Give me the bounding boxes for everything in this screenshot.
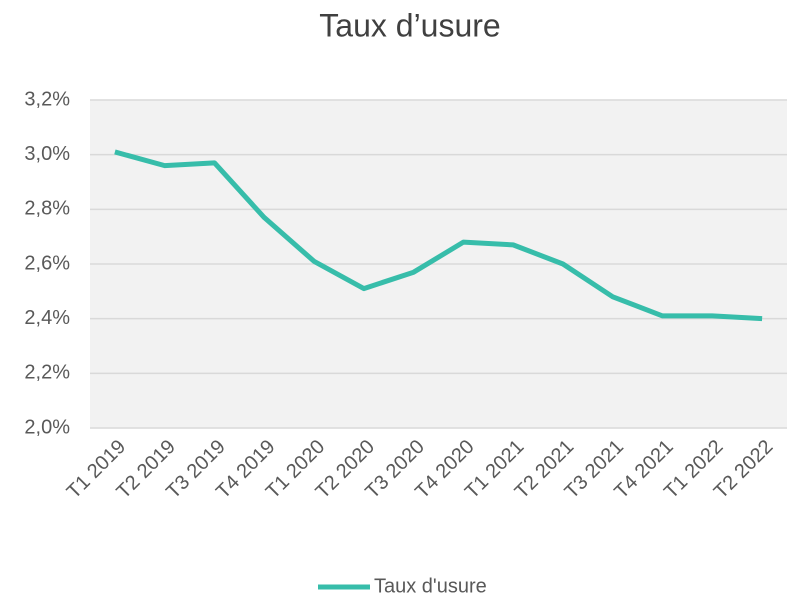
y-tick-label: 3,0% bbox=[24, 143, 70, 165]
y-tick-label: 2,8% bbox=[24, 198, 70, 220]
y-tick-label: 2,2% bbox=[24, 362, 70, 384]
legend-label: Taux d'usure bbox=[374, 575, 487, 597]
series-line bbox=[114, 149, 763, 322]
y-tick-label: 3,2% bbox=[24, 88, 70, 110]
y-tick-label: 2,0% bbox=[24, 416, 70, 438]
y-tick-label: 2,4% bbox=[24, 307, 70, 329]
chart-title: Taux d’usure bbox=[319, 7, 500, 43]
y-tick-label: 2,6% bbox=[24, 252, 70, 274]
